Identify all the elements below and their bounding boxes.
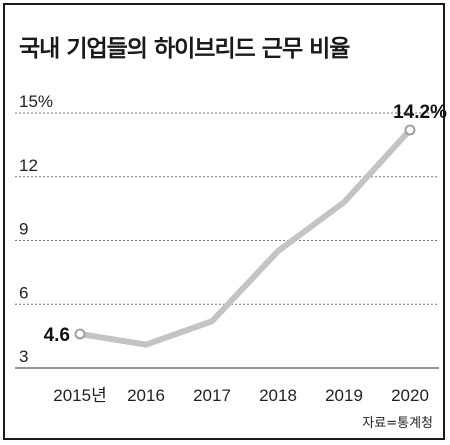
source-note: 자료=통계청	[362, 416, 433, 431]
y-tick-label: 15%	[19, 92, 53, 111]
chart-frame: 국내 기업들의 하이브리드 근무 비율 15% 12 9 6 3 2015년 2016 20…	[3, 3, 447, 440]
data-label: 14.2%	[393, 102, 447, 123]
data-label: 4.6	[44, 325, 70, 346]
x-tick-label: 2018	[259, 386, 297, 405]
x-tick-label: 2017	[193, 386, 231, 405]
x-tick-label: 2020	[391, 386, 429, 405]
endpoint-marker	[74, 328, 86, 340]
y-tick-label: 9	[19, 220, 28, 239]
x-tick-label: 2019	[325, 386, 363, 405]
endpoint-marker	[404, 124, 416, 136]
y-axis-ticks: 15% 12 9 6 3	[19, 92, 53, 366]
data-labels: 4.6 14.2%	[44, 102, 447, 346]
line-chart: 15% 12 9 6 3 2015년 2016 2017 2018 2019 2020 4.6 14…	[15, 92, 447, 405]
x-tick-label: 2015년	[53, 386, 106, 405]
y-tick-label: 12	[19, 156, 38, 175]
y-tick-label: 3	[19, 347, 28, 366]
series-polyline	[77, 127, 413, 348]
x-axis-ticks: 2015년 2016 2017 2018 2019 2020	[53, 386, 429, 405]
series-line	[74, 124, 416, 348]
y-tick-label: 6	[19, 283, 28, 302]
x-tick-label: 2016	[127, 386, 165, 405]
chart-title: 국내 기업들의 하이브리드 근무 비율	[19, 36, 350, 62]
